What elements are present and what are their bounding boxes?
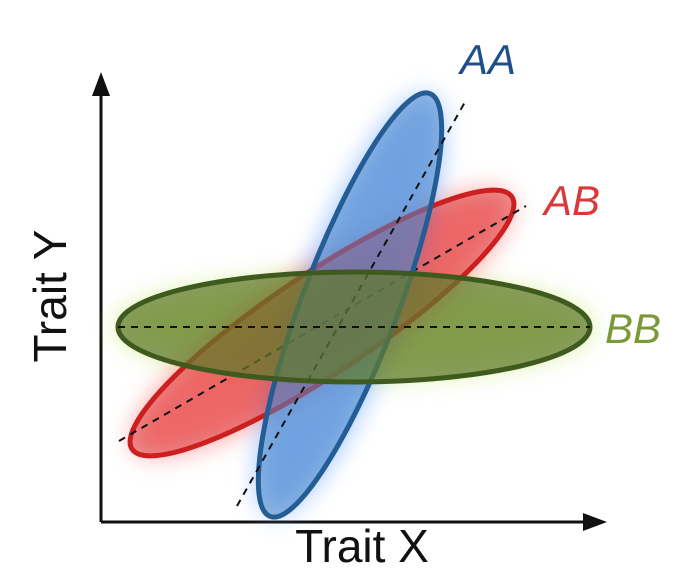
x-axis-title: Trait X [295, 520, 429, 568]
aa-label: AA [457, 36, 516, 83]
y-axis-title: Trait Y [24, 230, 76, 363]
y-axis-arrow [92, 72, 110, 96]
bb-ellipse-group [115, 269, 593, 385]
x-axis-arrow [583, 513, 607, 531]
ab-label: AB [541, 177, 600, 224]
bb-label: BB [605, 305, 661, 352]
